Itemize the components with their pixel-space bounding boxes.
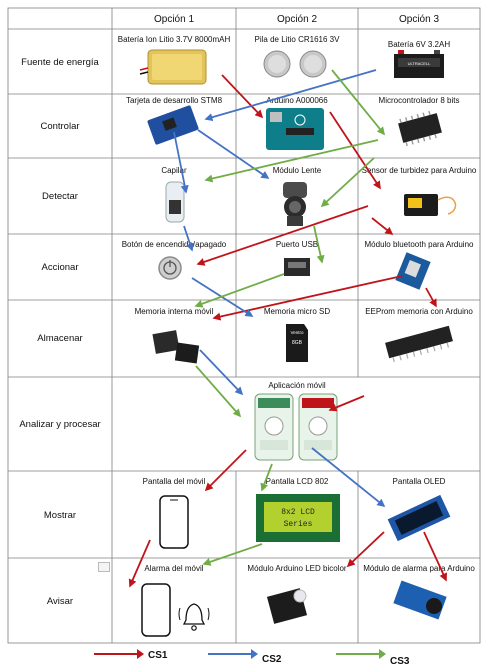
cell-caption: Arduino A000066 (266, 96, 328, 105)
cell-caption: Sensor de turbidez para Arduino (362, 166, 477, 175)
cell-caption: EEProm memoria con Arduino (365, 307, 473, 316)
lens-module-image (283, 182, 307, 226)
sd-size-label: 8GB (292, 340, 303, 346)
capillary-tube-image (165, 181, 185, 223)
small-dropdown-marker (98, 562, 110, 572)
row-label-almacenar: Almacenar (37, 333, 82, 344)
cell-caption: Capilar (161, 166, 187, 175)
cs2-path (173, 69, 386, 508)
arduino-board-image (266, 108, 324, 150)
cell-caption: Puerto USB (276, 240, 318, 249)
usb-port-image (284, 258, 310, 276)
cell-caption: Batería Ion Litio 3.7V 8000mAH (118, 35, 231, 44)
oled-display-image (387, 494, 451, 542)
cell-caption: Módulo de alarma para Arduino (363, 564, 475, 573)
cell-caption: Módulo bluetooth para Arduino (365, 240, 475, 249)
legend-cs3-label: CS3 (390, 656, 410, 667)
buzzer-module-image (393, 580, 447, 620)
coin-cell-image (263, 50, 327, 78)
row-label-avisar: Avisar (47, 596, 73, 607)
cell-caption: Alarma del móvil (144, 564, 203, 573)
legend-cs3-arrow (336, 649, 386, 659)
cell-caption: Módulo Arduino LED bicolor (247, 564, 347, 573)
turbidity-sensor-image (404, 194, 457, 216)
lead-acid-battery-image: ULTRACELL (394, 50, 444, 78)
lcd-line-1: 8x2 LCD (281, 508, 315, 517)
li-ion-battery-image (139, 49, 207, 85)
bluetooth-module-image (395, 252, 431, 290)
microcontroller-chip-image (398, 110, 442, 147)
header-opcion-1: Opción 1 (154, 14, 194, 25)
row-label-controlar: Controlar (40, 121, 79, 132)
legend-cs2-label: CS2 (262, 654, 282, 665)
power-button-image (158, 256, 182, 280)
cell-caption: Pantalla OLED (393, 477, 446, 486)
row-label-detectar: Detectar (42, 191, 78, 202)
header-opcion-2: Opción 2 (277, 14, 317, 25)
cell-caption: Pila de Litio CR1616 3V (255, 35, 341, 44)
eeprom-chip-image (385, 325, 453, 363)
row-label-mostrar: Mostrar (44, 510, 76, 521)
battery-brand-label: ULTRACELL (408, 61, 432, 66)
table-grid (7, 7, 481, 644)
phone-screen-image (159, 495, 189, 549)
cell-caption: Pantalla LCD 802 (266, 477, 329, 486)
internal-memory-image (152, 330, 200, 364)
phone-alarm-image (141, 583, 210, 637)
bicolor-led-module-image (266, 588, 308, 624)
cell-caption: Memoria micro SD (264, 307, 330, 316)
cell-caption: Batería 6V 3.2AH (388, 40, 450, 49)
cell-caption: Microcontrolador 8 bits (379, 96, 460, 105)
micro-sd-image: Ventro 8GB (286, 324, 308, 362)
lcd-802-image: 8x2 LCD Series (256, 494, 340, 542)
cell-caption: Módulo Lente (273, 166, 322, 175)
legend-cs2-arrow (208, 649, 258, 659)
lcd-line-2: Series (284, 520, 313, 529)
cell-caption: Memoria interna móvil (135, 307, 214, 316)
cell-caption: Tarjeta de desarrollo STM8 (126, 96, 223, 105)
stm8-board-image (147, 105, 199, 145)
cs3-path (194, 69, 386, 566)
header-opcion-3: Opción 3 (399, 14, 439, 25)
cell-caption: Botón de encendido/apagado (122, 240, 227, 249)
legend-cs1-label: CS1 (148, 650, 168, 661)
row-label-accionar: Accionar (42, 262, 79, 273)
row-label-fuente: Fuente de energía (21, 57, 99, 68)
cell-caption: Pantalla del móvil (143, 477, 206, 486)
legend-cs1-arrow (94, 649, 144, 659)
cell-caption: Aplicación móvil (268, 381, 326, 390)
sd-brand-label: Ventro (290, 330, 304, 335)
row-label-analizar: Analizar y procesar (19, 419, 100, 430)
mobile-app-image (254, 393, 338, 461)
